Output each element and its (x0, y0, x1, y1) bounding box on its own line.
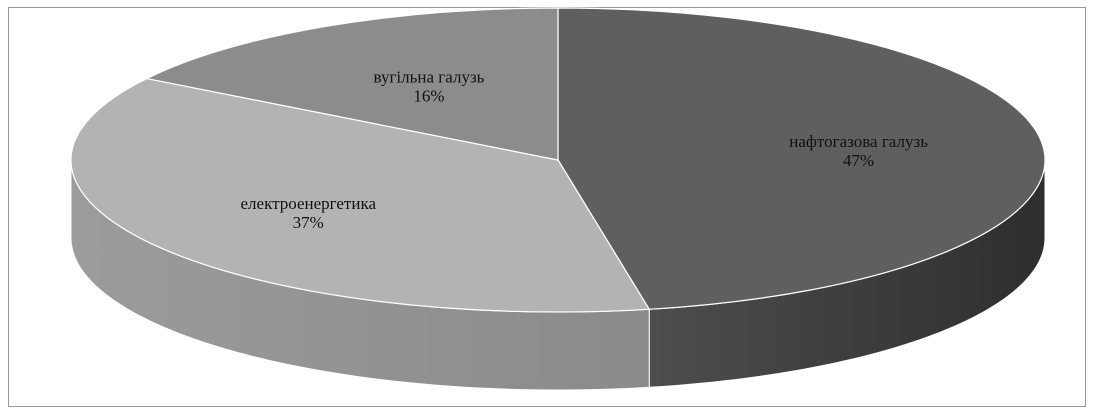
slice-2-top (70, 77, 651, 313)
slice-label-3: вугільна галузь (374, 68, 485, 87)
slice-value-label-2: 37% (293, 213, 324, 232)
slice-label-2: електроенергетика (241, 194, 377, 213)
slice-1-top (557, 7, 1046, 310)
slice-label-1: нафтогазова галузь (789, 132, 928, 151)
slice-value-label-3: 16% (413, 87, 444, 106)
slice-value-label-1: 47% (843, 151, 874, 170)
slice-3-top (144, 7, 559, 161)
